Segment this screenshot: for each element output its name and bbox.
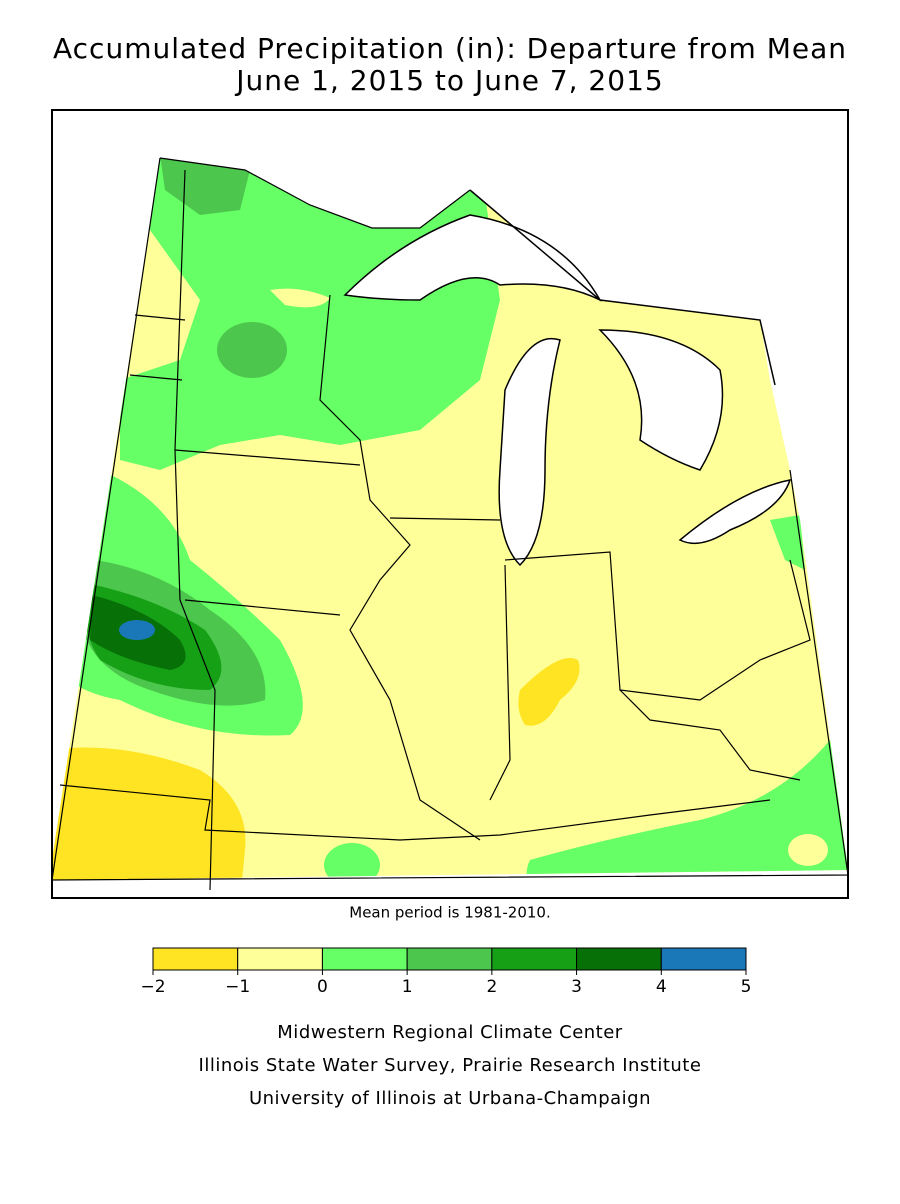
field-region xyxy=(120,158,500,470)
credit: Midwestern Regional Climate Center xyxy=(277,1022,623,1043)
field-region xyxy=(217,322,287,378)
field-region xyxy=(324,843,380,880)
field-region xyxy=(119,620,155,640)
lake xyxy=(498,337,561,567)
field-region xyxy=(518,658,580,726)
legend-swatch xyxy=(491,947,578,971)
colorbar: −2 −1 0 1 2 3 4 5 xyxy=(140,947,752,997)
field-region xyxy=(270,288,330,308)
lake xyxy=(343,214,602,302)
state-line xyxy=(174,169,216,891)
legend-tick-label: 1 xyxy=(402,977,413,997)
state-line xyxy=(129,314,361,466)
map-frame xyxy=(51,109,849,899)
legend-tick-label: 2 xyxy=(486,977,497,997)
legend-tick-label: −1 xyxy=(225,977,250,997)
state-line xyxy=(59,599,771,841)
field-region xyxy=(770,515,805,570)
state-line xyxy=(389,517,811,801)
boundaries xyxy=(51,157,849,891)
title-line: June 1, 2015 to June 7, 2015 xyxy=(234,64,663,97)
lake xyxy=(678,479,792,545)
legend-tick-label: −2 xyxy=(140,977,165,997)
map xyxy=(51,109,849,899)
credit: University of Illinois at Urbana-Champai… xyxy=(249,1088,651,1109)
legend-tick-label: 5 xyxy=(741,977,752,997)
legend-swatch xyxy=(152,947,239,971)
state-line xyxy=(319,294,481,841)
note: Mean period is 1981-2010. xyxy=(349,904,550,922)
legend-swatch xyxy=(406,947,493,971)
legend-swatch xyxy=(660,947,747,971)
lake xyxy=(598,329,724,471)
legend-tick-label: 4 xyxy=(656,977,667,997)
field-region xyxy=(52,747,246,880)
border xyxy=(159,157,471,229)
field-region xyxy=(526,700,848,880)
legend-tick-label: 3 xyxy=(571,977,582,997)
field-region xyxy=(160,158,250,215)
legend-swatch xyxy=(576,947,662,971)
field-region xyxy=(788,834,828,866)
shoreline xyxy=(469,189,776,386)
title-line: Accumulated Precipitation (in): Departur… xyxy=(53,32,847,65)
lakes xyxy=(343,189,792,567)
legend-swatch xyxy=(321,947,408,971)
border xyxy=(51,157,849,881)
credit: Illinois State Water Survey, Prairie Res… xyxy=(199,1055,702,1076)
legend-tick-label: 0 xyxy=(317,977,328,997)
legend-swatch xyxy=(237,947,323,971)
state-line xyxy=(619,689,801,781)
